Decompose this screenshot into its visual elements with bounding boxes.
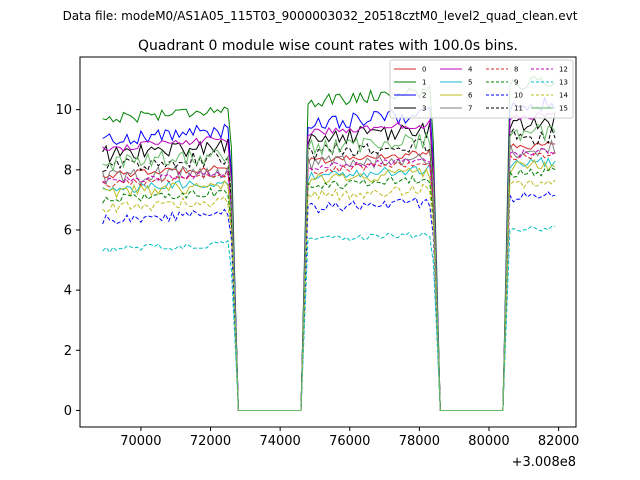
x-tick-label: 72000	[190, 434, 231, 449]
legend-label-5: 5	[468, 79, 472, 87]
series-line-15	[102, 123, 556, 411]
legend-label-14: 14	[559, 92, 568, 100]
legend-label-3: 3	[422, 105, 426, 113]
y-tick-label: 8	[64, 163, 72, 178]
legend-label-7: 7	[468, 105, 472, 113]
x-tick-label: 80000	[468, 434, 509, 449]
chart-title: Quadrant 0 module wise count rates with …	[138, 38, 518, 54]
legend-label-8: 8	[514, 66, 518, 74]
legend-label-12: 12	[559, 66, 568, 74]
legend-label-0: 0	[422, 66, 426, 74]
x-tick-label: 70000	[120, 434, 161, 449]
series-line-13	[102, 225, 556, 411]
y-tick-label: 2	[64, 344, 72, 359]
x-axis: 70000 72000 74000 76000 78000 80000 82000	[120, 427, 579, 449]
legend-label-11: 11	[514, 105, 523, 113]
chart-suptitle: Data file: modeM0/AS1A05_115T03_90000030…	[63, 9, 578, 23]
y-tick-label: 6	[64, 223, 72, 238]
legend-label-13: 13	[559, 79, 568, 87]
y-axis: 0 2 4 6 8 10	[55, 103, 80, 419]
legend-label-15: 15	[559, 105, 568, 113]
plot-frame	[79, 56, 577, 428]
series-lines	[102, 75, 556, 411]
legend-label-6: 6	[468, 92, 473, 100]
legend-label-1: 1	[422, 79, 426, 87]
y-tick-label: 0	[64, 404, 72, 419]
x-offset-label: +3.008e8	[512, 455, 576, 470]
legend-label-9: 9	[514, 79, 518, 87]
x-tick-label: 82000	[538, 434, 579, 449]
legend-label-4: 4	[468, 66, 473, 74]
legend-label-10: 10	[514, 92, 523, 100]
legend-box	[389, 59, 574, 119]
x-tick-label: 76000	[329, 434, 370, 449]
y-tick-label: 4	[64, 284, 72, 299]
x-tick-label: 74000	[259, 434, 300, 449]
x-tick-label: 78000	[399, 434, 440, 449]
series-line-8	[102, 151, 556, 411]
legend-label-2: 2	[422, 92, 426, 100]
y-tick-label: 10	[55, 103, 72, 118]
